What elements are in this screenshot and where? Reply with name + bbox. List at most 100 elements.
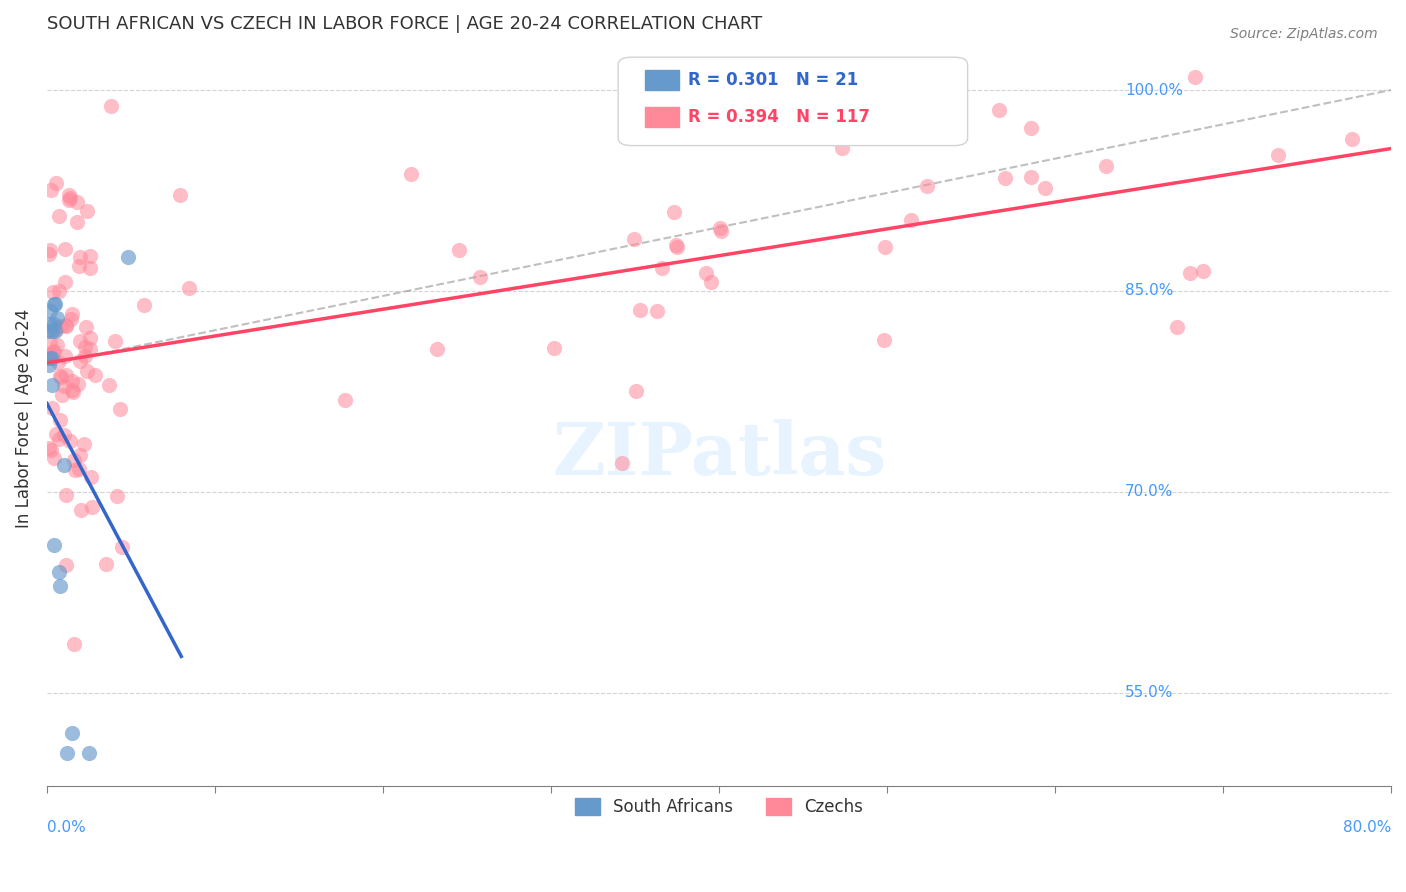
South Africans	[60, 726, 83, 740]
Czechs	[60, 374, 83, 388]
Czechs	[46, 355, 69, 369]
Czechs	[52, 379, 75, 393]
Czechs	[65, 195, 87, 210]
South Africans	[41, 377, 63, 392]
South Africans	[42, 297, 65, 311]
Czechs	[1033, 181, 1056, 195]
Czechs	[65, 463, 87, 477]
Czechs	[651, 261, 673, 276]
Czechs	[1341, 132, 1364, 146]
Text: 100.0%: 100.0%	[1125, 83, 1182, 97]
Czechs	[39, 442, 62, 457]
Czechs	[76, 364, 98, 378]
Czechs	[1166, 319, 1188, 334]
Czechs	[49, 369, 72, 384]
Czechs	[41, 285, 63, 299]
Czechs	[80, 469, 103, 483]
Text: 0.0%: 0.0%	[46, 820, 86, 835]
Czechs	[709, 220, 731, 235]
South Africans	[38, 324, 60, 338]
Czechs	[873, 239, 896, 253]
Czechs	[875, 95, 897, 109]
Czechs	[55, 558, 77, 573]
Czechs	[53, 243, 76, 257]
South Africans	[77, 746, 100, 760]
Czechs	[468, 269, 491, 284]
South Africans	[44, 324, 66, 338]
Czechs	[66, 377, 89, 392]
Czechs	[699, 275, 721, 289]
Czechs	[665, 238, 688, 252]
Czechs	[51, 388, 73, 402]
Czechs	[132, 298, 155, 312]
Czechs	[993, 171, 1015, 186]
Legend: South Africans, Czechs: South Africans, Czechs	[568, 791, 870, 822]
Czechs	[94, 558, 117, 572]
Czechs	[79, 331, 101, 345]
South Africans	[46, 310, 69, 325]
Text: SOUTH AFRICAN VS CZECH IN LABOR FORCE | AGE 20-24 CORRELATION CHART: SOUTH AFRICAN VS CZECH IN LABOR FORCE | …	[46, 15, 762, 33]
Czechs	[44, 343, 66, 358]
Text: 70.0%: 70.0%	[1125, 484, 1173, 500]
Czechs	[610, 456, 633, 470]
Text: R = 0.301   N = 21: R = 0.301 N = 21	[688, 71, 858, 89]
Czechs	[79, 260, 101, 275]
Czechs	[67, 259, 90, 273]
South Africans	[39, 318, 62, 332]
Czechs	[60, 307, 83, 321]
Czechs	[73, 437, 96, 451]
Czechs	[63, 453, 86, 467]
Czechs	[543, 341, 565, 355]
Czechs	[69, 250, 91, 264]
Text: Source: ZipAtlas.com: Source: ZipAtlas.com	[1230, 27, 1378, 41]
Text: R = 0.394   N = 117: R = 0.394 N = 117	[688, 108, 870, 126]
Czechs	[426, 343, 449, 357]
Czechs	[111, 540, 134, 554]
South Africans	[52, 458, 75, 472]
Czechs	[900, 213, 922, 227]
Czechs	[1192, 264, 1215, 278]
Bar	[645, 70, 679, 90]
Czechs	[49, 369, 72, 384]
Czechs	[100, 99, 122, 113]
Czechs	[55, 368, 77, 382]
Czechs	[58, 188, 80, 202]
Czechs	[69, 448, 91, 462]
Czechs	[662, 205, 685, 219]
Czechs	[80, 500, 103, 514]
Czechs	[69, 502, 91, 516]
Czechs	[55, 318, 77, 332]
Czechs	[73, 349, 96, 363]
Czechs	[623, 232, 645, 246]
Czechs	[66, 215, 89, 229]
South Africans	[41, 351, 63, 365]
Czechs	[105, 489, 128, 503]
Text: ZIPatlas: ZIPatlas	[553, 419, 886, 491]
Czechs	[108, 401, 131, 416]
Czechs	[872, 333, 894, 347]
Czechs	[1019, 120, 1042, 135]
Czechs	[1021, 169, 1043, 184]
Czechs	[1178, 266, 1201, 280]
Czechs	[62, 384, 84, 399]
Czechs	[39, 243, 62, 257]
Czechs	[399, 167, 422, 181]
Czechs	[76, 203, 98, 218]
Czechs	[666, 240, 689, 254]
Czechs	[38, 247, 60, 261]
Czechs	[44, 427, 66, 442]
Czechs	[647, 303, 669, 318]
Czechs	[53, 349, 76, 363]
Czechs	[67, 462, 90, 476]
Czechs	[55, 319, 77, 334]
Czechs	[75, 319, 97, 334]
Czechs	[1095, 160, 1118, 174]
South Africans	[42, 538, 65, 552]
Czechs	[626, 384, 648, 398]
South Africans	[39, 351, 62, 365]
Czechs	[58, 193, 80, 207]
Czechs	[915, 178, 938, 193]
Czechs	[710, 224, 733, 238]
Czechs	[75, 341, 97, 355]
South Africans	[42, 318, 65, 332]
